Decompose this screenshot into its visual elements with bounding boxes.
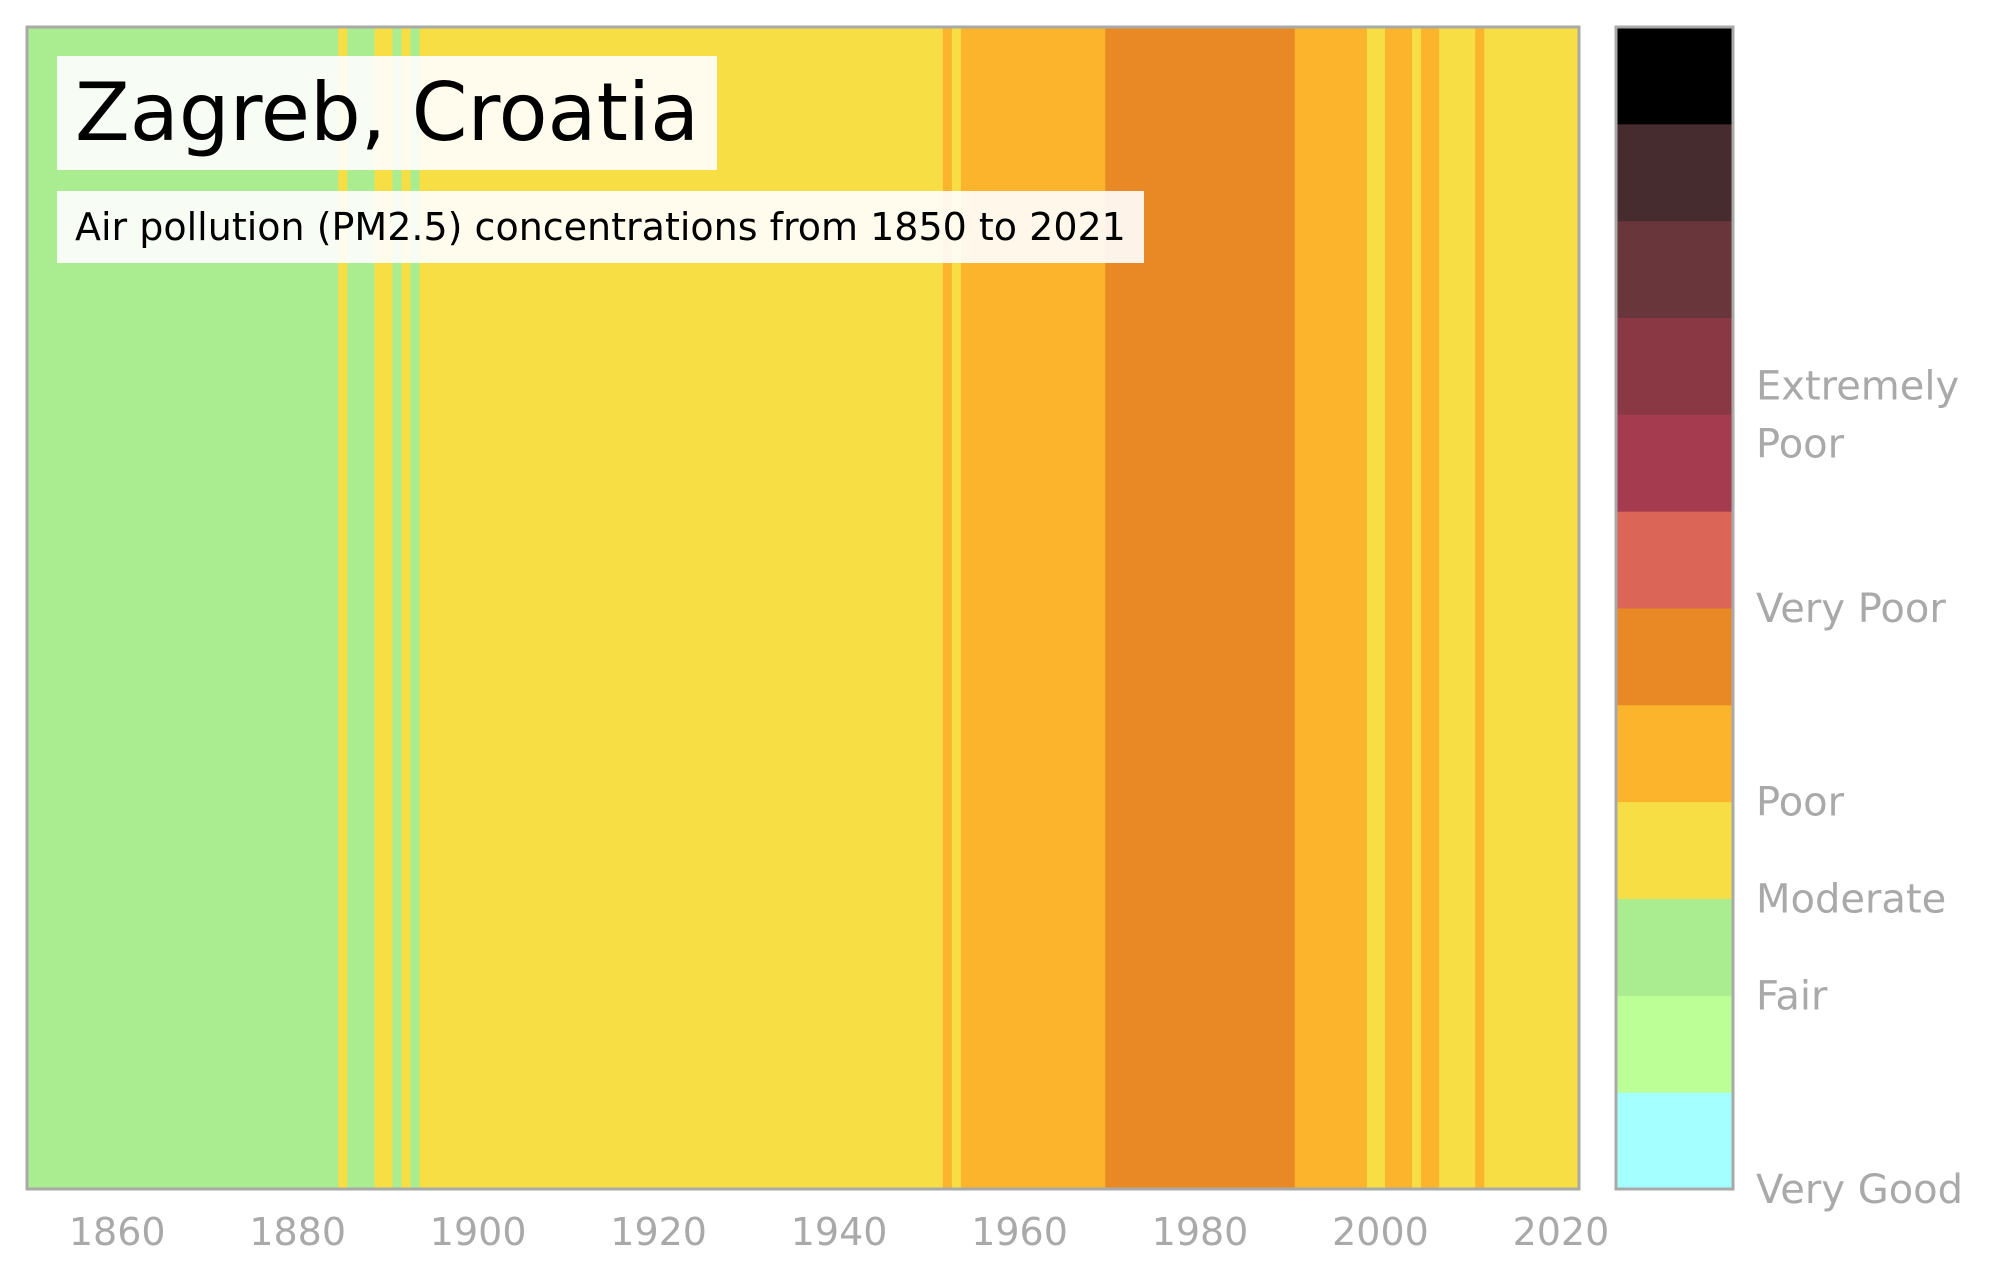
stripe-poor_low xyxy=(1294,27,1368,1189)
colorbar-label-line: Extremely xyxy=(1756,363,1959,409)
colorbar-swatch-very_poor_high xyxy=(1616,414,1733,512)
x-tick-label: 1960 xyxy=(971,1210,1068,1254)
colorbar-label-line: Fair xyxy=(1756,973,1828,1019)
stripe-fair xyxy=(410,27,421,1189)
x-tick-label: 1940 xyxy=(791,1210,888,1254)
colorbar-swatch-extremely_poor_1 xyxy=(1616,317,1733,415)
stripe-poor_low xyxy=(1475,27,1485,1189)
colorbar-swatch-poor_low xyxy=(1616,704,1733,803)
stripe-moderate xyxy=(338,27,348,1189)
colorbar-label-line: Very Poor xyxy=(1756,586,1946,632)
stripe-poor_low xyxy=(942,27,953,1189)
stripe-poor_low xyxy=(1421,27,1440,1189)
colorbar xyxy=(1616,27,1733,1190)
colorbar-label: Very Good xyxy=(1756,1167,1963,1213)
stripe-moderate xyxy=(1439,27,1476,1189)
chart-title-box: Zagreb, Croatia xyxy=(57,56,718,170)
colorbar-swatch-very_poor_low xyxy=(1616,511,1733,609)
x-tick-label: 2020 xyxy=(1513,1210,1610,1254)
stripe-moderate xyxy=(1366,27,1386,1189)
x-tick-label: 2000 xyxy=(1332,1210,1429,1254)
colorbar-label: Moderate xyxy=(1756,877,1946,923)
colorbar-label: Very Poor xyxy=(1756,586,1946,632)
colorbar-label-line: Very Good xyxy=(1756,1167,1963,1213)
chart-subtitle-box: Air pollution (PM2.5) concentrations fro… xyxy=(57,191,1144,263)
colorbar-frame xyxy=(1614,25,1735,1191)
x-axis-ticks: 1860 1880 1900 1920 1940 1960 1980 2000 2020 xyxy=(69,1210,1609,1254)
chart-title: Zagreb, Croatia xyxy=(75,66,700,159)
colorbar-labels: Very Good Fair Moderate Poor Very Poor Extrem… xyxy=(1756,363,1963,1213)
x-tick-label: 1880 xyxy=(249,1210,346,1254)
colorbar-swatch-extremely_poor_3 xyxy=(1616,123,1733,222)
colorbar-swatch-extremely_poor_2 xyxy=(1616,220,1733,318)
x-tick-label: 1860 xyxy=(69,1210,166,1254)
colorbar-swatch-good xyxy=(1616,995,1733,1093)
colorbar-swatch-very_good xyxy=(1616,1092,1733,1190)
stripe-moderate xyxy=(1412,27,1422,1189)
colorbar-label-line: Moderate xyxy=(1756,877,1946,923)
stripe-moderate xyxy=(401,27,412,1189)
colorbar-label: Poor xyxy=(1756,780,1845,826)
colorbar-swatch-moderate xyxy=(1616,801,1733,899)
stripe-poor_low xyxy=(1385,27,1413,1189)
colorbar-label-line: Poor xyxy=(1756,421,1845,467)
plot-frame xyxy=(25,25,1581,1191)
colorbar-swatch-poor_high xyxy=(1616,608,1733,706)
colorbar-swatch-fair xyxy=(1616,898,1733,996)
colorbar-label: Fair xyxy=(1756,973,1828,1019)
stripe-moderate xyxy=(1484,27,1580,1189)
colorbar-swatch-max xyxy=(1616,27,1733,125)
stripe-fair xyxy=(392,27,403,1189)
stripe-moderate xyxy=(951,27,962,1189)
colorbar-label: Extremely Poor xyxy=(1756,363,1959,467)
colorbar-label-line: Poor xyxy=(1756,780,1845,826)
stripe-moderate xyxy=(374,27,394,1189)
x-tick-label: 1900 xyxy=(430,1210,527,1254)
chart-subtitle: Air pollution (PM2.5) concentrations fro… xyxy=(75,205,1126,249)
x-tick-label: 1980 xyxy=(1152,1210,1249,1254)
x-tick-label: 1920 xyxy=(610,1210,707,1254)
